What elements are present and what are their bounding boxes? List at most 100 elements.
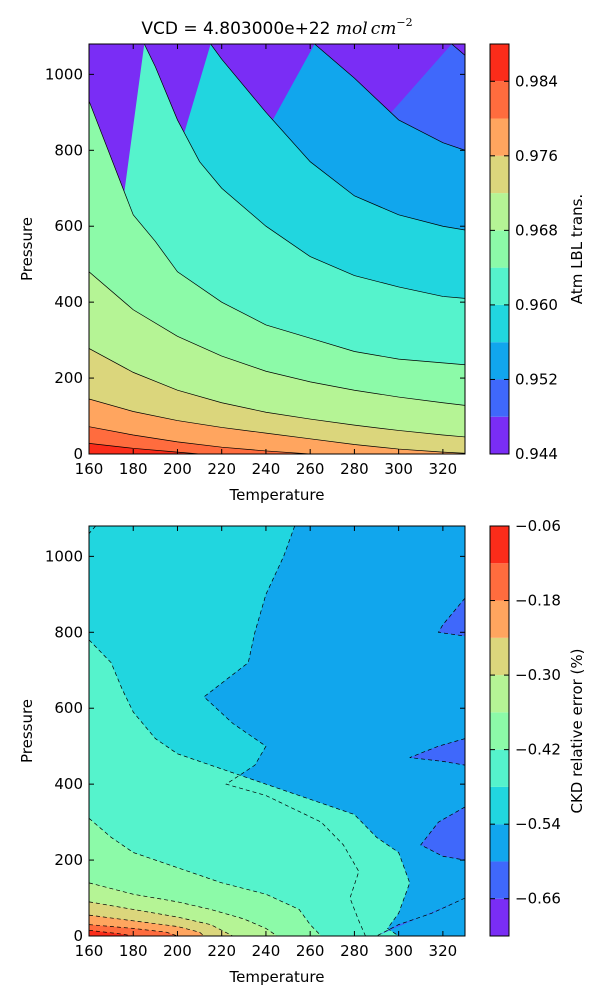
- contour-band: [204, 526, 465, 936]
- colorbar-band: [490, 44, 509, 82]
- y-tick-label: 200: [54, 369, 83, 387]
- colorbar-band: [490, 416, 509, 454]
- contour-line: [89, 398, 465, 454]
- y-tick-label: 600: [54, 699, 83, 717]
- x-tick-label: 160: [75, 942, 104, 960]
- colorbar-frame: [489, 525, 510, 937]
- contour-line: [314, 44, 465, 151]
- colorbar-frame: [489, 43, 510, 455]
- contour-line: [89, 443, 200, 454]
- top-contour-panel: 160 180 200 220 240 260 280 300 320 0 200 400 600 800…: [18, 16, 586, 504]
- contour-line: [89, 100, 465, 366]
- contour-line: [143, 44, 465, 299]
- y-tick-label: 800: [54, 141, 83, 159]
- x-tick-label: 220: [207, 942, 236, 960]
- colorbar-band: [490, 379, 509, 417]
- colorbar-tick-label: 0.944: [515, 445, 558, 463]
- colorbar-tick-label: −0.06: [515, 517, 561, 535]
- contour-line: [89, 924, 178, 936]
- contour-band: [89, 639, 410, 936]
- contour-line: [437, 597, 465, 637]
- colorbar-band: [490, 118, 509, 156]
- contour-line: [89, 271, 465, 406]
- colorbar-band: [490, 675, 509, 713]
- contour-band: [420, 806, 465, 861]
- contour-line: [409, 738, 465, 766]
- colorbar-band: [490, 342, 509, 380]
- contour-field: [89, 44, 465, 454]
- contour-band: [89, 398, 465, 454]
- colorbar-label: CKD relative error (%): [568, 648, 586, 813]
- y-tick-label: 0: [73, 445, 83, 463]
- colorbar-tick-label: 0.968: [515, 221, 558, 239]
- x-axis-label: Temperature: [228, 968, 324, 986]
- colorbar-tick-label: −0.42: [515, 741, 561, 759]
- x-tick-label: 220: [207, 460, 236, 478]
- colorbar-band: [490, 304, 509, 343]
- colorbar-band: [490, 193, 509, 231]
- x-tick-label: 280: [340, 942, 369, 960]
- colorbar-band: [490, 267, 509, 305]
- contour-line: [89, 901, 233, 936]
- colorbar-tick-label: 0.960: [515, 296, 558, 314]
- colorbar-band: [490, 749, 509, 787]
- colorbar-band: [490, 563, 509, 601]
- y-tick-label: 1000: [45, 65, 83, 83]
- y-tick-label: 600: [54, 217, 83, 235]
- contour-line: [376, 897, 465, 936]
- colorbar-band: [490, 600, 509, 638]
- y-tick-label: 400: [54, 293, 83, 311]
- colorbar-label: Atm LBL trans.: [568, 194, 586, 304]
- colorbar-tick-label: 0.984: [515, 72, 558, 90]
- contour-line: [420, 806, 465, 861]
- x-tick-label: 180: [119, 460, 148, 478]
- contour-line: [210, 44, 465, 231]
- colorbar-band: [490, 898, 509, 936]
- colorbar-band: [490, 637, 509, 676]
- y-tick-label: 800: [54, 623, 83, 641]
- colorbar-band: [490, 824, 509, 862]
- contour-band: [89, 426, 311, 454]
- y-axis-label: Pressure: [18, 699, 36, 763]
- y-tick-label: 1000: [45, 547, 83, 565]
- colorbar-band: [490, 861, 509, 899]
- contour-line: [89, 526, 96, 534]
- x-tick-label: 240: [252, 942, 281, 960]
- contour-band: [438, 598, 465, 637]
- x-tick-label: 260: [296, 942, 325, 960]
- contour-line: [89, 348, 465, 438]
- colorbar-band: [490, 81, 509, 119]
- contour-line: [451, 44, 465, 56]
- contour-band: [409, 738, 465, 766]
- x-tick-label: 180: [119, 942, 148, 960]
- contour-line: [203, 526, 366, 936]
- x-tick-label: 280: [340, 460, 369, 478]
- colorbar-tick-label: −0.66: [515, 890, 561, 908]
- x-tick-label: 320: [429, 942, 458, 960]
- y-tick-label: 0: [73, 927, 83, 945]
- x-tick-label: 160: [75, 460, 104, 478]
- colorbar-tick-label: −0.30: [515, 666, 561, 684]
- chart-title: VCD = 4.803000e+22 mol cm−2: [141, 16, 412, 39]
- contour-band: [89, 443, 200, 454]
- x-axis-label: Temperature: [228, 486, 324, 504]
- plot-frame: [88, 525, 466, 937]
- colorbar-band: [490, 526, 509, 564]
- colorbar-tick-label: 0.976: [515, 147, 558, 165]
- x-tick-label: 240: [252, 460, 281, 478]
- x-tick-label: 200: [163, 942, 192, 960]
- bottom-contour-panel: 160 180 200 220 240 260 280 300 320 0 200 400 600 800…: [18, 517, 586, 986]
- x-tick-label: 320: [429, 460, 458, 478]
- y-axis-label: Pressure: [18, 217, 36, 281]
- colorbar-tick-label: −0.18: [515, 592, 561, 610]
- contour-line: [89, 818, 322, 936]
- x-tick-label: 300: [384, 942, 413, 960]
- colorbar-band: [490, 712, 509, 750]
- x-tick-label: 300: [384, 460, 413, 478]
- colorbar-tick-label: −0.54: [515, 815, 561, 833]
- x-tick-label: 260: [296, 460, 325, 478]
- x-tick-label: 200: [163, 460, 192, 478]
- colorbar-band: [490, 155, 509, 194]
- plot-frame: [88, 43, 466, 455]
